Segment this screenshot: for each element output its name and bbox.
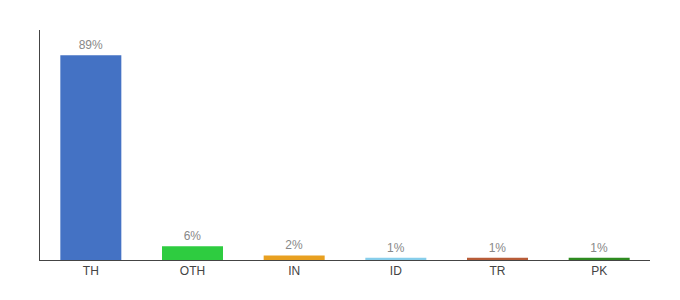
svg-text:OTH: OTH: [180, 264, 205, 278]
svg-text:ID: ID: [390, 264, 402, 278]
svg-text:1%: 1%: [489, 241, 507, 255]
svg-text:1%: 1%: [387, 241, 405, 255]
svg-text:89%: 89%: [79, 38, 103, 52]
svg-text:2%: 2%: [285, 238, 303, 252]
svg-text:1%: 1%: [590, 241, 608, 255]
svg-text:PK: PK: [591, 264, 607, 278]
svg-text:IN: IN: [288, 264, 300, 278]
svg-text:TH: TH: [83, 264, 99, 278]
svg-text:6%: 6%: [184, 229, 202, 243]
svg-text:TR: TR: [490, 264, 506, 278]
